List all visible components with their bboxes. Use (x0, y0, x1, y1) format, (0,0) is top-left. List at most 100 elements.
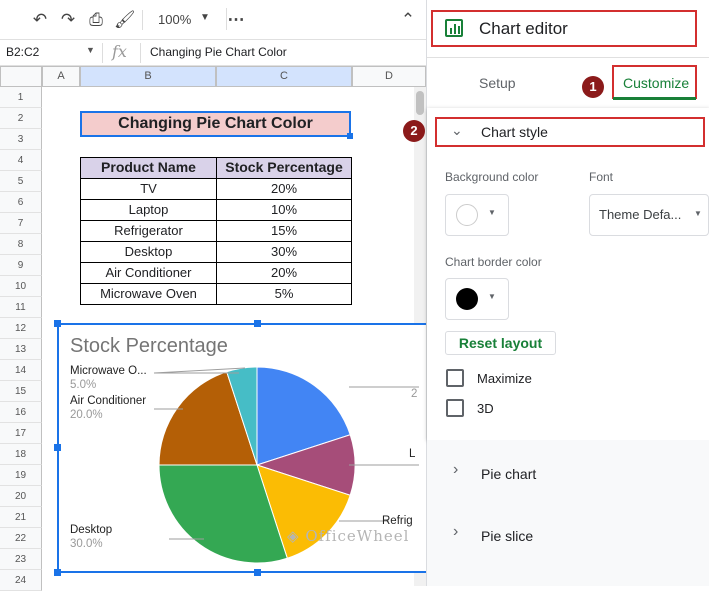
row-header[interactable]: 2 (0, 108, 42, 129)
table-cell-stock[interactable]: 15% (216, 220, 352, 242)
table-cell-product[interactable]: Laptop (80, 199, 217, 221)
label-microwave-pct: 5.0% (70, 379, 97, 391)
section-pie-slice[interactable]: Pie slice (481, 528, 534, 544)
redo-icon[interactable]: ↷ (60, 10, 76, 29)
column-header-d[interactable]: D (352, 66, 426, 87)
row-header[interactable]: 8 (0, 234, 42, 255)
pie-slice-tv[interactable] (256, 366, 351, 466)
row-header[interactable]: 21 (0, 507, 42, 528)
table-cell-product[interactable]: Air Conditioner (80, 262, 217, 284)
bg-color-button[interactable]: ▼ (445, 194, 509, 236)
undo-icon[interactable]: ↶ (32, 10, 48, 29)
table-cell-stock[interactable]: 30% (216, 241, 352, 263)
table-cell-stock[interactable]: 20% (216, 178, 352, 200)
border-color-button[interactable]: ▼ (445, 278, 509, 320)
pie-chart[interactable]: Stock Percentage Microwave O... 5.0% Air… (57, 323, 427, 573)
table-cell-product[interactable]: Refrigerator (80, 220, 217, 242)
pie-slice-air-conditioner[interactable] (158, 371, 258, 466)
row-header[interactable]: 16 (0, 402, 42, 423)
row-header[interactable]: 19 (0, 465, 42, 486)
resize-handle[interactable] (54, 569, 61, 576)
tab-setup[interactable]: Setup (479, 75, 516, 91)
font-select[interactable]: Theme Defa... ▼ (589, 194, 709, 236)
row-header[interactable]: 12 (0, 318, 42, 339)
select-all-corner[interactable] (0, 66, 42, 87)
formula-input[interactable]: Changing Pie Chart Color (150, 45, 287, 59)
row-header[interactable]: 7 (0, 213, 42, 234)
scrollbar-thumb[interactable] (416, 91, 424, 115)
row-header[interactable]: 14 (0, 360, 42, 381)
collapse-icon[interactable]: ⌃ (400, 10, 416, 29)
maximize-checkbox[interactable] (446, 369, 464, 387)
row-header[interactable]: 23 (0, 549, 42, 570)
row-header[interactable]: 3 (0, 129, 42, 150)
resize-handle[interactable] (54, 444, 61, 451)
row-header[interactable]: 20 (0, 486, 42, 507)
collapsed-sections: › Pie chart › Pie slice (427, 440, 709, 586)
border-color-label: Chart border color (445, 255, 542, 269)
label-tv-pct: 2 (411, 388, 418, 400)
chart-svg (153, 366, 419, 564)
resize-handle[interactable] (254, 320, 261, 327)
row-header[interactable]: 6 (0, 192, 42, 213)
bg-color-label: Background color (445, 170, 539, 184)
table-header-stock[interactable]: Stock Percentage (216, 157, 352, 179)
chevron-down-icon[interactable]: ⌄ (451, 122, 463, 138)
highlight-box (431, 10, 697, 47)
3d-checkbox[interactable] (446, 399, 464, 417)
table-cell-stock[interactable]: 10% (216, 199, 352, 221)
step-badge-2: 2 (403, 120, 425, 142)
chevron-right-icon[interactable]: › (453, 461, 459, 478)
paint-format-icon[interactable]: 🖌 (114, 10, 136, 29)
row-header[interactable]: 22 (0, 528, 42, 549)
table-header-product[interactable]: Product Name (80, 157, 217, 179)
more-icon[interactable]: ⋯ (227, 10, 245, 29)
toolbar: ↶ ↷ ⎙ 🖌 100% ▼ ⋯ ⌃ (0, 0, 426, 40)
column-header-b[interactable]: B (80, 66, 216, 87)
chart-title: Stock Percentage (70, 335, 228, 357)
table-cell-product[interactable]: TV (80, 178, 217, 200)
font-value: Theme Defa... (599, 207, 682, 222)
chevron-right-icon[interactable]: › (453, 523, 459, 540)
row-header[interactable]: 10 (0, 276, 42, 297)
name-box[interactable]: B2:C2 (6, 45, 40, 59)
row-header[interactable]: 24 (0, 570, 42, 591)
table-cell-product[interactable]: Microwave Oven (80, 283, 217, 305)
table-cell-product[interactable]: Desktop (80, 241, 217, 263)
table-cell-stock[interactable]: 20% (216, 262, 352, 284)
pie-slice-desktop[interactable] (158, 464, 288, 564)
chevron-down-icon[interactable]: ▼ (86, 45, 95, 55)
row-header[interactable]: 4 (0, 150, 42, 171)
row-header[interactable]: 13 (0, 339, 42, 360)
chevron-down-icon: ▼ (488, 208, 496, 217)
resize-handle[interactable] (254, 569, 261, 576)
row-header[interactable]: 1 (0, 87, 42, 108)
row-header[interactable]: 9 (0, 255, 42, 276)
section-chart-style[interactable]: Chart style (481, 124, 548, 140)
section-pie-chart[interactable]: Pie chart (481, 466, 537, 482)
column-header-a[interactable]: A (42, 66, 80, 87)
leader-lines (153, 367, 419, 540)
row-header[interactable]: 18 (0, 444, 42, 465)
chart-editor-panel: Chart editor Setup 1 Customize 2 ⌄ Chart… (403, 0, 709, 586)
row-header[interactable]: 17 (0, 423, 42, 444)
row-header[interactable]: 15 (0, 381, 42, 402)
row-header[interactable]: 5 (0, 171, 42, 192)
sheet-title-cell[interactable]: Changing Pie Chart Color (80, 111, 351, 137)
pie-slice-refrigerator[interactable] (256, 464, 351, 559)
watermark-logo: ◈ OfficeWheel (287, 527, 410, 545)
tab-customize[interactable]: Customize (623, 75, 690, 91)
chevron-down-icon[interactable]: ▼ (200, 12, 210, 23)
row-header[interactable]: 11 (0, 297, 42, 318)
column-header-c[interactable]: C (216, 66, 352, 87)
divider (102, 43, 103, 63)
fill-handle[interactable] (347, 133, 353, 139)
formula-bar: B2:C2 ▼ fx Changing Pie Chart Color (0, 40, 426, 66)
print-icon[interactable]: ⎙ (89, 10, 103, 29)
resize-handle[interactable] (54, 320, 61, 327)
table-cell-stock[interactable]: 5% (216, 283, 352, 305)
reset-layout-button[interactable]: Reset layout (445, 331, 556, 355)
zoom-select[interactable]: 100% (158, 12, 192, 27)
chart-editor-icon (445, 19, 463, 37)
editor-header: Chart editor (427, 0, 709, 58)
